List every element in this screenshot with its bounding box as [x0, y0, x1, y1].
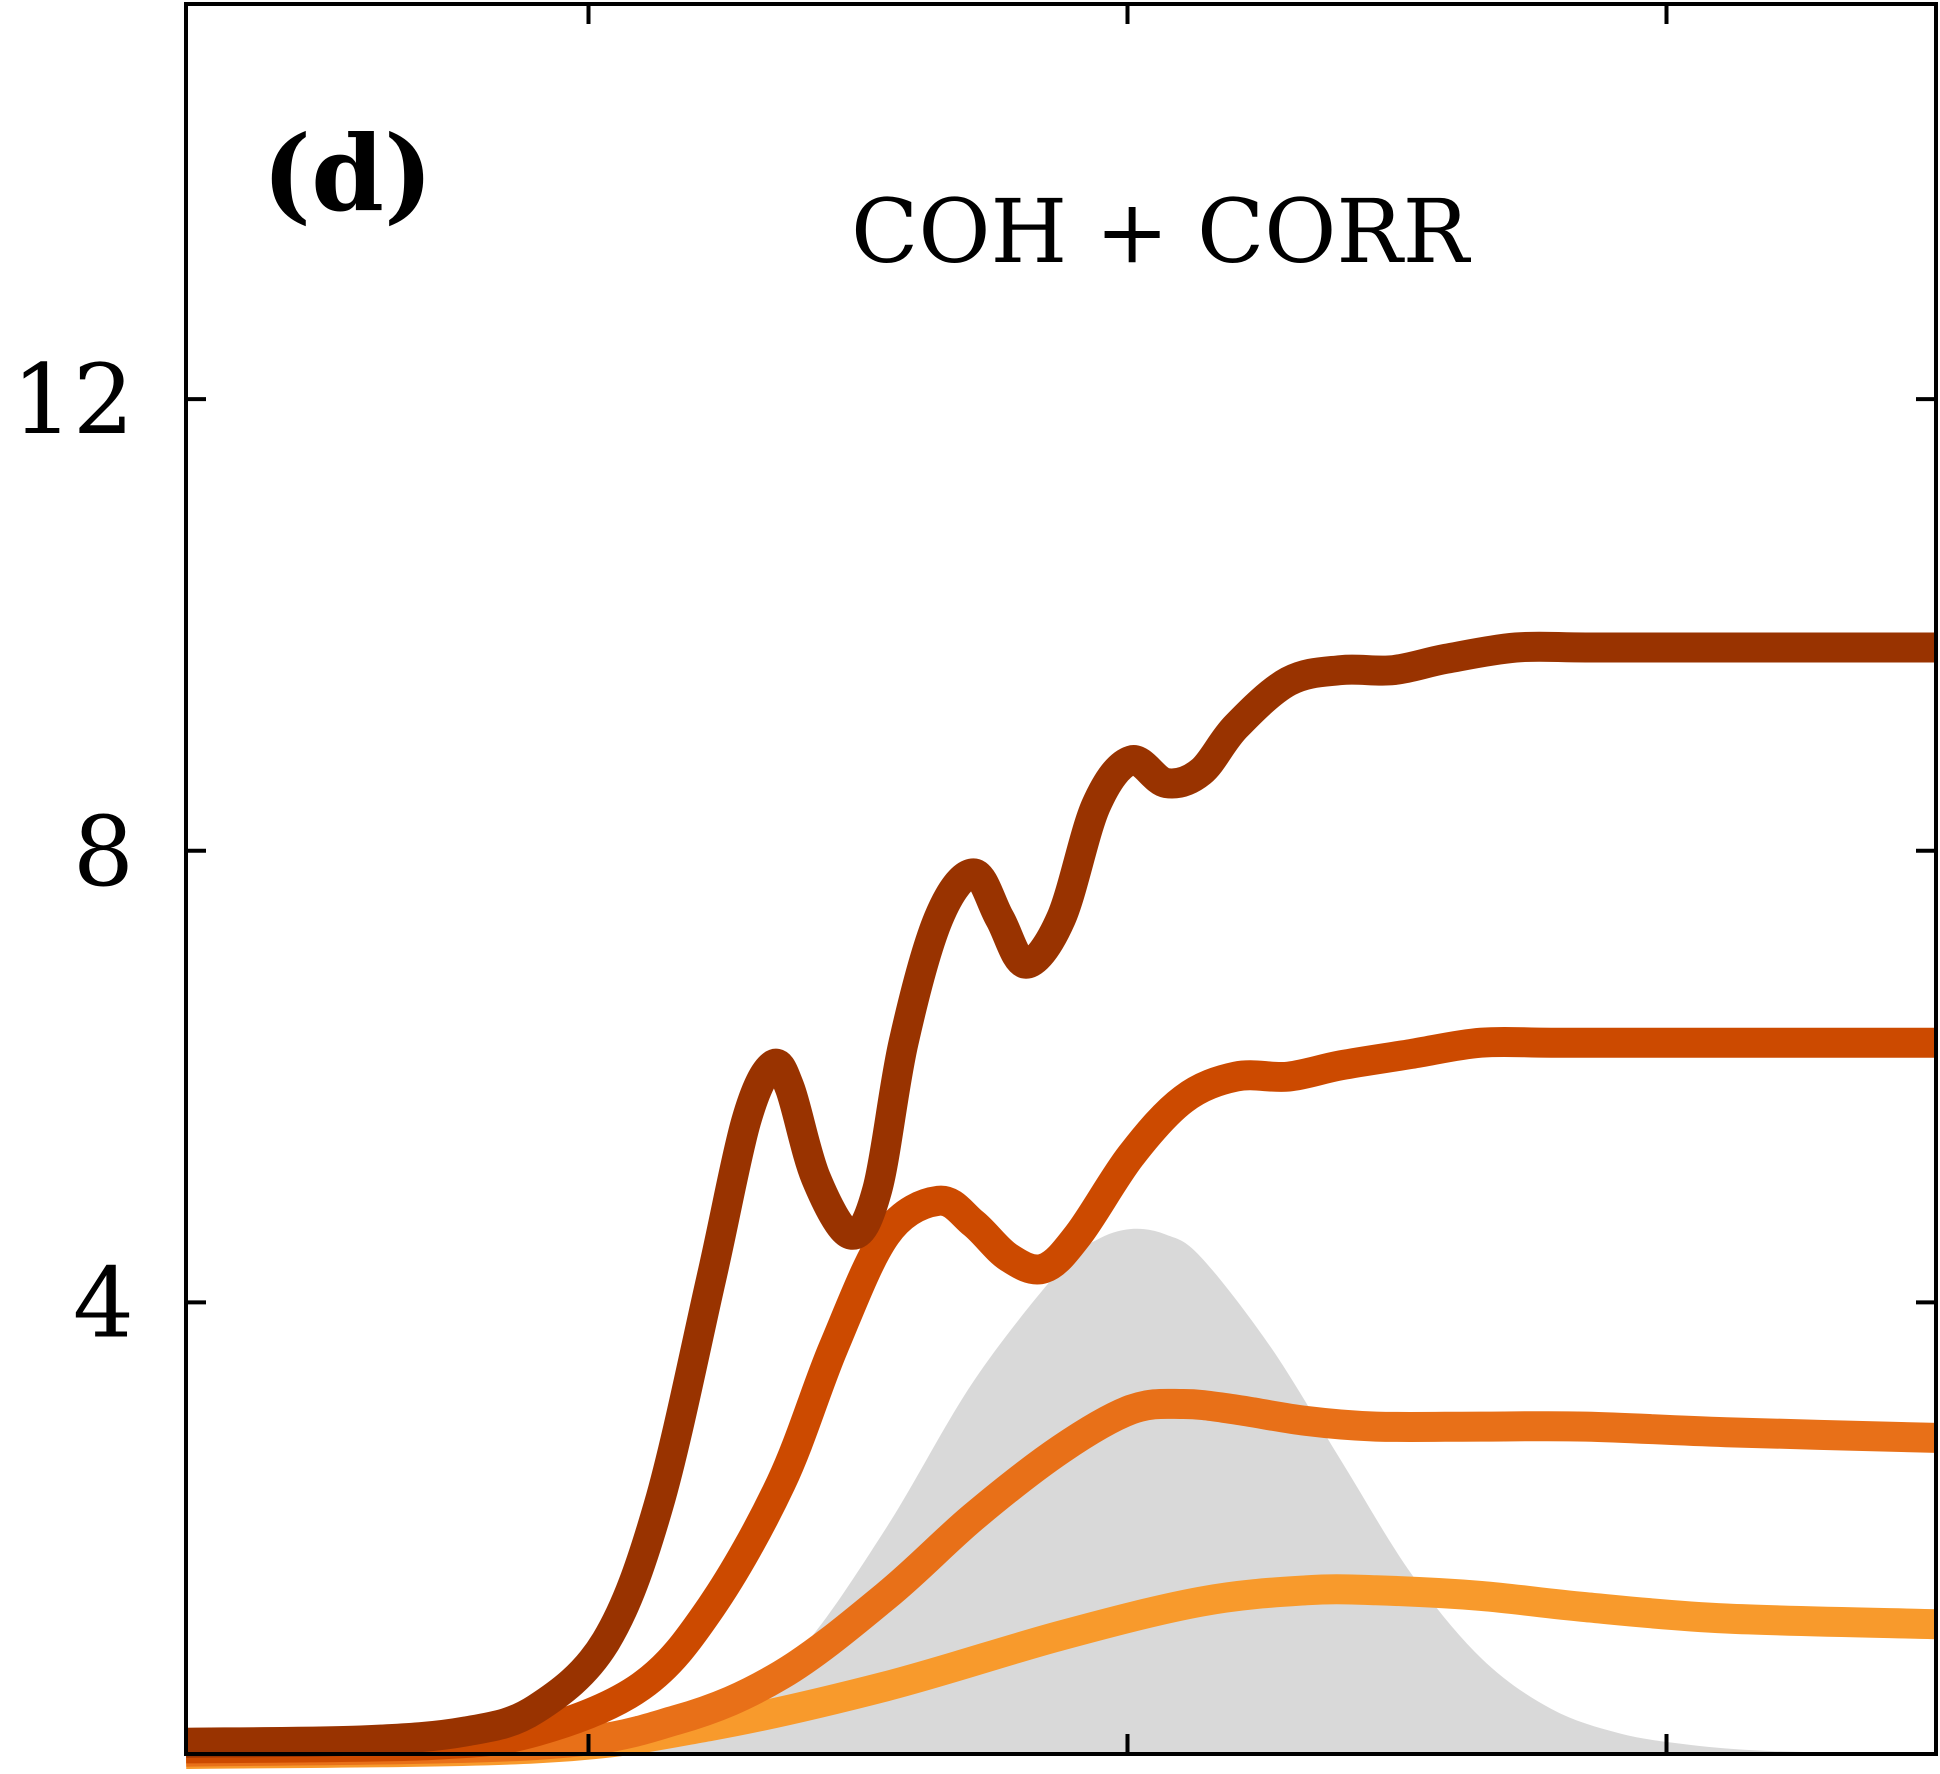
series-layer — [185, 631, 1937, 1769]
pulse-area — [186, 1228, 1936, 1754]
ytick-label-8: 8 — [73, 796, 134, 908]
series-line-2 — [185, 1026, 1936, 1764]
chart-title: COH + CORR — [851, 180, 1472, 283]
tick-layer: 4 8 12 — [12, 4, 1936, 1754]
series-line-3 — [185, 1388, 1937, 1767]
pulse-area-layer — [186, 1228, 1936, 1754]
ytick-label-12: 12 — [12, 344, 134, 456]
series-line-1 — [185, 631, 1936, 1758]
ytick-label-4: 4 — [73, 1247, 134, 1359]
panel-label: (d) — [262, 112, 433, 235]
plot-frame — [184, 2, 1938, 1756]
